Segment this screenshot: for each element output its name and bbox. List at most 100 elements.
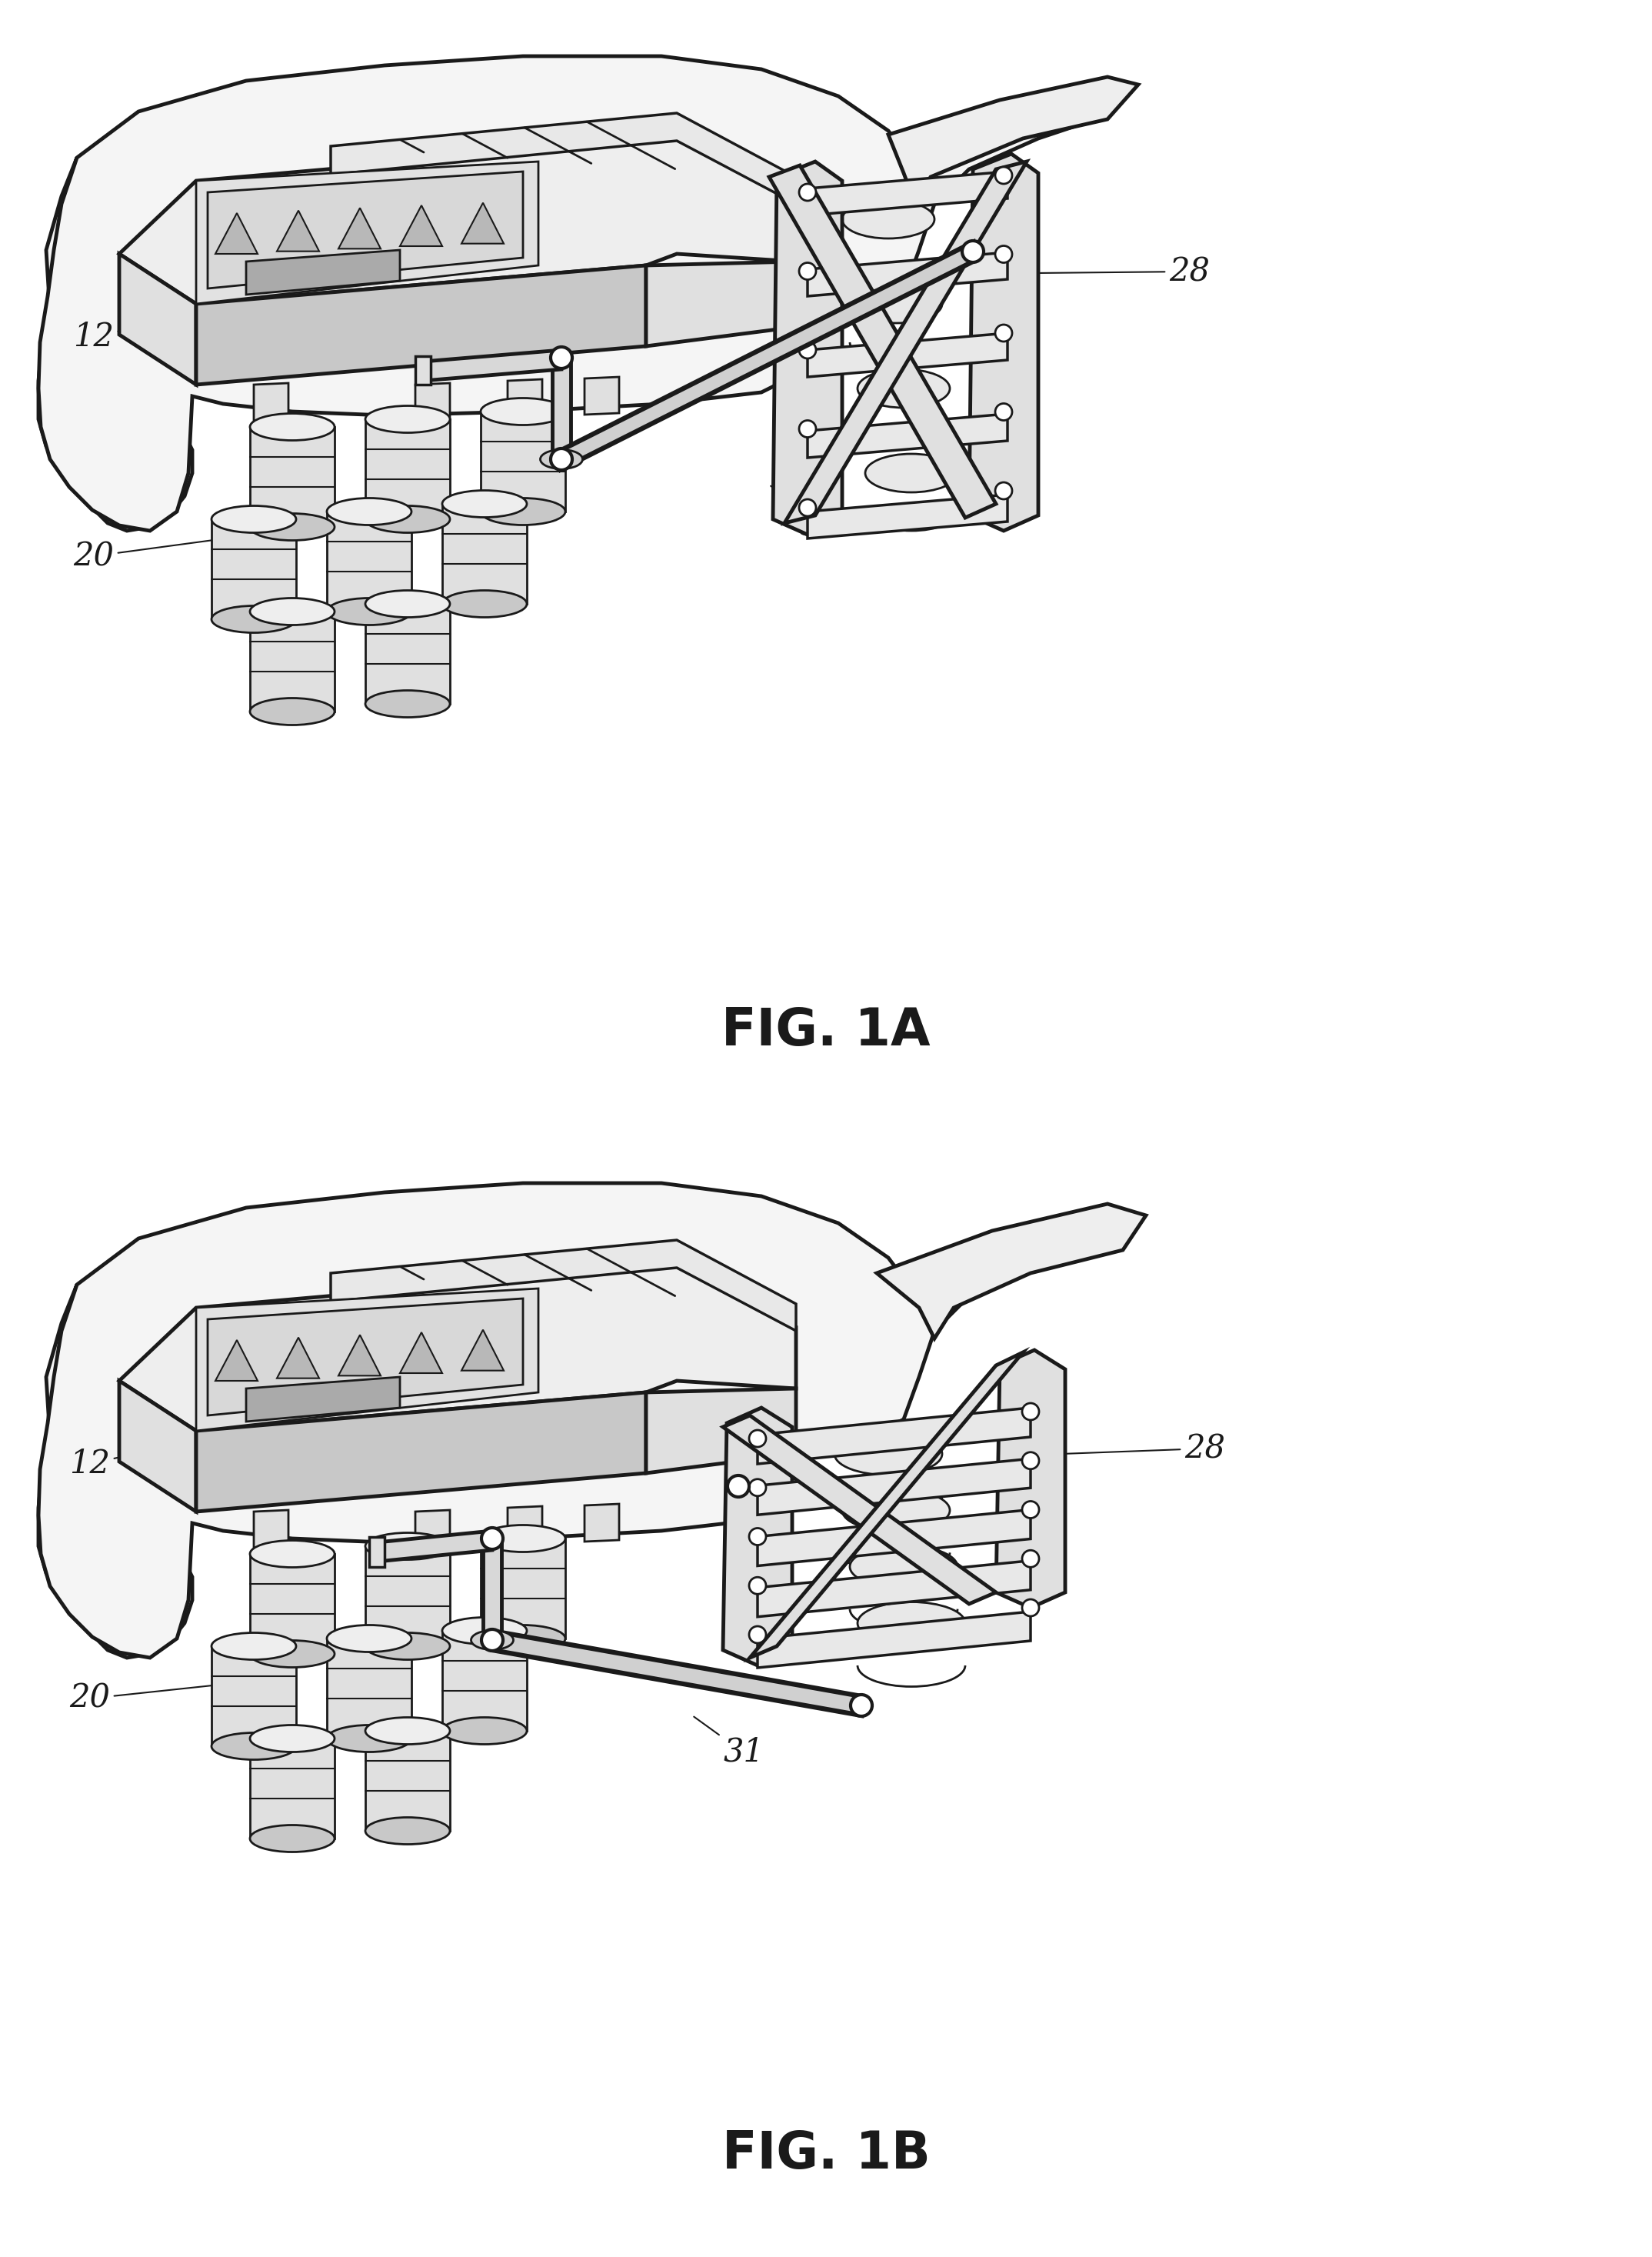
Polygon shape: [211, 1645, 296, 1747]
Polygon shape: [758, 1458, 1031, 1514]
Ellipse shape: [471, 1630, 514, 1650]
Polygon shape: [461, 203, 504, 244]
Polygon shape: [492, 1632, 861, 1715]
Ellipse shape: [481, 397, 565, 424]
Ellipse shape: [365, 406, 449, 433]
Polygon shape: [877, 1203, 1146, 1338]
Polygon shape: [208, 1298, 524, 1415]
Ellipse shape: [1023, 1551, 1039, 1566]
Polygon shape: [119, 138, 796, 305]
Ellipse shape: [249, 413, 335, 440]
Polygon shape: [423, 350, 562, 381]
Polygon shape: [889, 77, 1138, 203]
Ellipse shape: [365, 591, 449, 618]
Polygon shape: [330, 1239, 796, 1332]
Polygon shape: [750, 1352, 1023, 1657]
Polygon shape: [481, 411, 565, 512]
Polygon shape: [208, 172, 524, 289]
Polygon shape: [552, 357, 570, 460]
Ellipse shape: [327, 1724, 411, 1751]
Polygon shape: [400, 205, 443, 246]
Polygon shape: [808, 494, 1008, 539]
Ellipse shape: [365, 1718, 449, 1745]
Polygon shape: [246, 1377, 400, 1422]
Polygon shape: [443, 503, 527, 605]
Polygon shape: [585, 377, 620, 415]
Ellipse shape: [800, 499, 816, 517]
Polygon shape: [278, 1338, 319, 1379]
Polygon shape: [758, 1408, 1031, 1465]
Ellipse shape: [481, 1526, 565, 1553]
Polygon shape: [507, 1505, 542, 1544]
Ellipse shape: [550, 348, 572, 368]
Polygon shape: [330, 113, 796, 203]
Ellipse shape: [211, 506, 296, 533]
Polygon shape: [562, 241, 973, 469]
Polygon shape: [770, 165, 996, 517]
Ellipse shape: [211, 1733, 296, 1760]
Ellipse shape: [849, 284, 942, 323]
Ellipse shape: [1023, 1600, 1039, 1616]
Polygon shape: [119, 253, 197, 384]
Ellipse shape: [1023, 1404, 1039, 1420]
Polygon shape: [365, 605, 449, 704]
Text: 28: 28: [1036, 255, 1209, 287]
Ellipse shape: [866, 454, 958, 492]
Polygon shape: [461, 1329, 504, 1370]
Polygon shape: [646, 262, 796, 345]
Ellipse shape: [843, 201, 935, 239]
Ellipse shape: [1023, 1451, 1039, 1469]
Polygon shape: [327, 512, 411, 612]
Ellipse shape: [834, 1433, 942, 1476]
Polygon shape: [365, 1546, 449, 1645]
Polygon shape: [339, 208, 380, 248]
Polygon shape: [211, 519, 296, 618]
Polygon shape: [808, 172, 1008, 214]
Polygon shape: [249, 427, 335, 526]
Polygon shape: [365, 1731, 449, 1830]
Ellipse shape: [851, 1695, 872, 1715]
Polygon shape: [197, 1393, 646, 1512]
Polygon shape: [507, 379, 542, 418]
Ellipse shape: [995, 404, 1013, 420]
Polygon shape: [585, 1503, 620, 1542]
Ellipse shape: [995, 167, 1013, 183]
Ellipse shape: [727, 1476, 748, 1496]
Polygon shape: [785, 163, 1028, 524]
Ellipse shape: [550, 449, 572, 469]
Ellipse shape: [249, 697, 335, 724]
Polygon shape: [215, 212, 258, 253]
Ellipse shape: [748, 1478, 767, 1496]
Polygon shape: [368, 1537, 385, 1566]
Polygon shape: [215, 1341, 258, 1381]
Text: 20: 20: [69, 1677, 291, 1715]
Polygon shape: [996, 1350, 1066, 1607]
Polygon shape: [38, 1284, 192, 1657]
Polygon shape: [249, 1553, 335, 1654]
Polygon shape: [758, 1560, 1031, 1616]
Polygon shape: [197, 163, 539, 305]
Ellipse shape: [249, 515, 335, 539]
Ellipse shape: [748, 1578, 767, 1593]
Ellipse shape: [748, 1431, 767, 1447]
Ellipse shape: [443, 591, 527, 618]
Polygon shape: [970, 153, 1037, 530]
Ellipse shape: [800, 183, 816, 201]
Polygon shape: [808, 253, 1008, 296]
Ellipse shape: [249, 1724, 335, 1751]
Ellipse shape: [365, 1817, 449, 1844]
Text: 20: 20: [73, 535, 251, 573]
Ellipse shape: [857, 370, 950, 409]
Polygon shape: [724, 1415, 996, 1605]
Polygon shape: [119, 1381, 197, 1512]
Ellipse shape: [800, 262, 816, 280]
Polygon shape: [327, 1639, 411, 1738]
Polygon shape: [415, 1510, 449, 1548]
Polygon shape: [415, 384, 449, 420]
Text: FIG. 1B: FIG. 1B: [722, 2128, 930, 2180]
Text: 12: 12: [69, 1440, 202, 1481]
Polygon shape: [254, 384, 289, 420]
Polygon shape: [758, 1510, 1031, 1566]
Polygon shape: [724, 1408, 793, 1666]
Ellipse shape: [849, 1546, 958, 1589]
